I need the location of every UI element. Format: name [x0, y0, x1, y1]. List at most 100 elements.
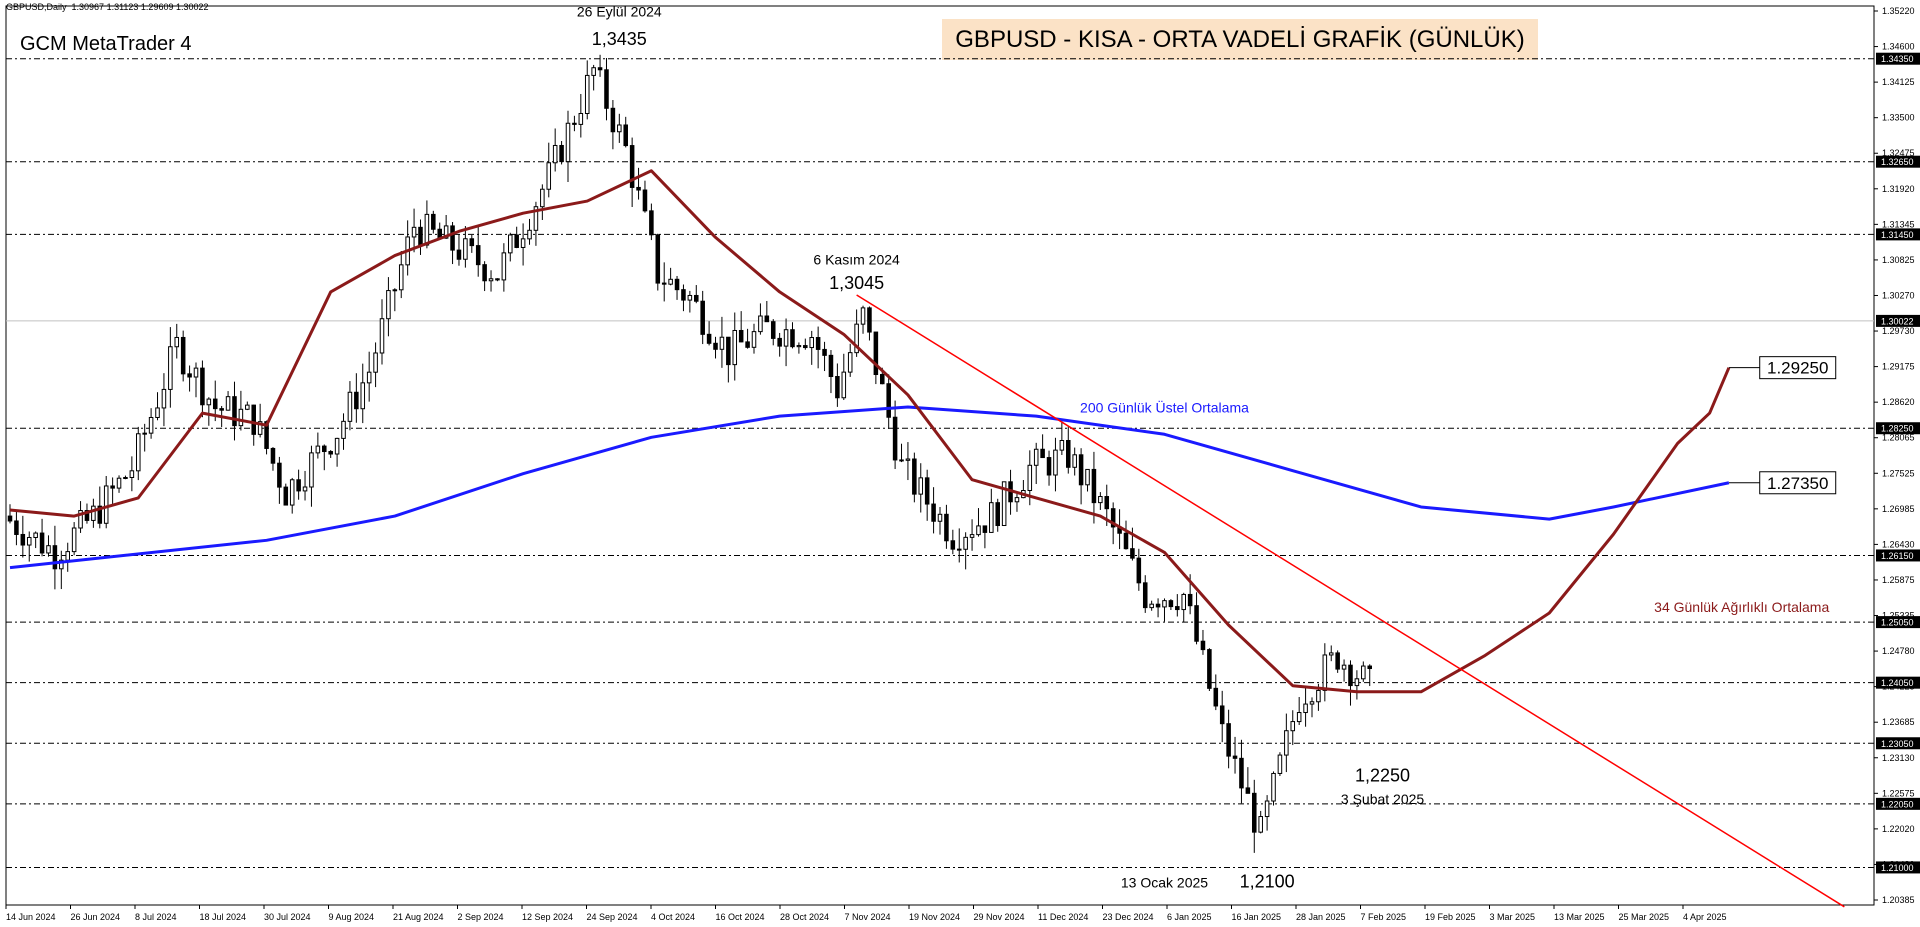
candle-body — [1059, 440, 1065, 451]
candle-body — [989, 502, 994, 533]
candle-body — [1348, 664, 1353, 687]
candle-body — [1341, 664, 1347, 670]
x-tick-label: 14 Jun 2024 — [6, 912, 56, 922]
chart-annotation: 200 Günlük Üstel Ortalama — [1080, 398, 1249, 415]
candle-body — [591, 67, 596, 76]
value-box — [1759, 356, 1837, 380]
plot-frame — [5, 5, 1875, 906]
trendline — [856, 294, 1845, 908]
candle-body — [661, 282, 667, 285]
candle-body — [354, 391, 359, 410]
candle-body — [52, 545, 58, 570]
chart-annotation: 3 Şubat 2025 — [1341, 791, 1425, 807]
level-price-label: 1.34350 — [1881, 54, 1914, 64]
candle-body — [1110, 508, 1116, 528]
candle-body — [1149, 603, 1154, 609]
candle-body — [347, 391, 353, 422]
candle-body — [976, 525, 981, 536]
candle-body — [161, 388, 167, 409]
x-tick-label: 7 Feb 2025 — [1361, 912, 1407, 922]
candle-body — [642, 189, 648, 212]
x-tick-label: 18 Jul 2024 — [200, 912, 247, 922]
candle-body — [912, 458, 917, 495]
candle-body — [597, 67, 603, 71]
candle-body — [1277, 754, 1283, 774]
candle-body — [860, 307, 866, 325]
level-price-label: 1.21000 — [1881, 863, 1914, 873]
candle-body — [578, 112, 584, 125]
candle-body — [501, 252, 507, 281]
candle-body — [315, 445, 321, 454]
candle-body — [1066, 440, 1071, 468]
candle-body — [65, 551, 70, 561]
chart-annotation: 6 Kasım 2024 — [813, 252, 900, 268]
y-tick-label: 1.30825 — [1882, 255, 1915, 265]
candle-body — [1168, 600, 1174, 608]
value-box-label: 1.29250 — [1767, 359, 1828, 378]
candle-body — [193, 367, 199, 378]
level-price-box — [1876, 155, 1920, 168]
candle-body — [982, 525, 988, 533]
candle-body — [1232, 755, 1238, 759]
y-tick-label: 1.28065 — [1882, 433, 1915, 443]
x-tick-label: 19 Nov 2024 — [909, 912, 960, 922]
candle-body — [1033, 448, 1039, 466]
x-tick-label: 28 Oct 2024 — [780, 912, 829, 922]
y-tick-label: 1.26985 — [1882, 504, 1915, 514]
y-tick-label: 1.28620 — [1882, 397, 1915, 407]
candle-body — [1258, 816, 1263, 833]
x-tick-label: 25 Mar 2025 — [1619, 912, 1670, 922]
candle-body — [1085, 468, 1090, 486]
candle-body — [796, 345, 802, 348]
y-tick-label: 1.27525 — [1882, 468, 1915, 478]
candle-body — [514, 234, 519, 248]
candle-body — [649, 210, 654, 236]
candle-body — [719, 336, 725, 350]
candle-body — [495, 278, 500, 281]
candle-body — [155, 407, 160, 418]
candle-body — [251, 404, 256, 435]
candle-body — [610, 107, 616, 133]
y-tick-label: 1.25875 — [1882, 575, 1915, 585]
x-tick-label: 21 Aug 2024 — [393, 912, 444, 922]
chart-annotation: 1,2250 — [1355, 765, 1410, 785]
candle-body — [732, 329, 738, 366]
symbol-label: GBPUSD,Daily — [6, 2, 67, 12]
candle-body — [1354, 678, 1360, 687]
ohlc-values: 1.30967 1.31123 1.29609 1.30022 — [71, 2, 209, 12]
candle-body — [1142, 582, 1148, 609]
candle-body — [463, 238, 468, 260]
x-tick-label: 28 Jan 2025 — [1296, 912, 1346, 922]
x-tick-label: 30 Jul 2024 — [264, 912, 311, 922]
candle-body — [617, 124, 622, 133]
level-price-label: 1.31450 — [1881, 230, 1914, 240]
candle-body — [1014, 497, 1020, 503]
candle-body — [944, 513, 949, 542]
candle-body — [758, 315, 763, 333]
candle-body — [604, 69, 609, 109]
candle-body — [751, 331, 757, 348]
candle-body — [847, 352, 853, 373]
level-price-box — [1876, 549, 1920, 562]
candle-body — [1226, 723, 1231, 757]
candle-body — [33, 532, 38, 538]
candle-body — [880, 374, 885, 385]
candle-body — [1271, 772, 1276, 802]
candle-body — [174, 336, 180, 348]
candle-body — [963, 536, 968, 550]
candle-body — [206, 398, 212, 406]
candle-body — [302, 486, 308, 492]
candle-body — [777, 337, 782, 347]
y-tick-label: 1.23685 — [1882, 717, 1915, 727]
candle-body — [373, 352, 378, 373]
candle-body — [508, 234, 513, 254]
x-tick-label: 4 Apr 2025 — [1683, 912, 1727, 922]
candle-body — [738, 329, 744, 343]
candle-body — [687, 294, 693, 301]
candle-body — [1335, 652, 1340, 670]
y-tick-label: 1.34125 — [1882, 77, 1915, 87]
candle-body — [257, 421, 263, 435]
candle-body — [931, 503, 936, 522]
candle-body — [584, 74, 590, 114]
